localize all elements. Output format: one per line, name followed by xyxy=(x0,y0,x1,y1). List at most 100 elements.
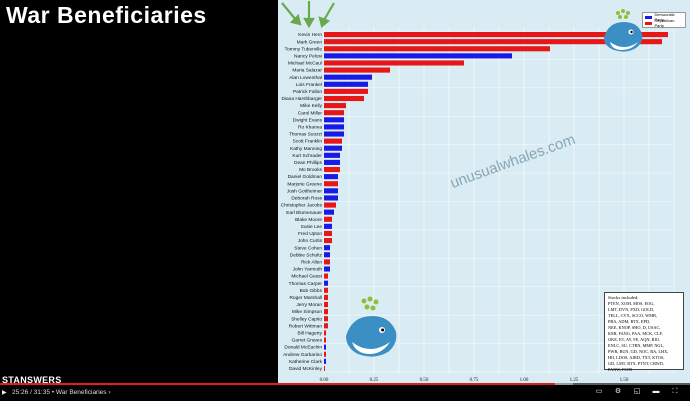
y-tick-label: Maria Salazar xyxy=(292,68,322,74)
settings-icon[interactable]: ⚙ xyxy=(614,388,622,395)
bar xyxy=(324,152,340,158)
bar xyxy=(324,266,330,272)
legend-swatch-republican xyxy=(645,21,653,25)
bar xyxy=(324,216,332,222)
y-tick-label: Garret Graves xyxy=(292,338,323,344)
y-tick-label: Kathy Manning xyxy=(290,146,322,152)
bar xyxy=(324,188,338,194)
y-tick-label: Carol Miller xyxy=(298,110,323,116)
bar xyxy=(324,131,344,137)
y-tick-label: Roger Marshall xyxy=(289,295,322,301)
y-tick-label: Mike Kelly xyxy=(300,103,322,109)
bar xyxy=(324,202,336,208)
bar xyxy=(324,365,325,372)
bar xyxy=(324,309,328,315)
play-icon[interactable]: ▶ xyxy=(2,390,7,396)
whale-logo-top-icon xyxy=(604,9,643,52)
miniplayer-icon[interactable]: ◱ xyxy=(633,388,641,395)
y-tick-label: Earl Blumenauer xyxy=(286,210,322,216)
y-tick-label: Lois Frankel xyxy=(296,82,322,88)
x-tick-label: 0.75 xyxy=(470,378,479,383)
bar xyxy=(324,159,340,165)
bar xyxy=(324,316,328,322)
x-tick-label: 0.00 xyxy=(320,378,329,383)
bar xyxy=(324,67,390,73)
stocks-box-lines: PTEN, XOM, MOS, EOG, LMT, DVN, PXD, GOLD,… xyxy=(608,301,680,373)
time-display[interactable]: 25:26 / 31:35 • War Beneficiaries › xyxy=(12,389,111,396)
bar xyxy=(324,195,338,201)
bar xyxy=(324,273,328,279)
bar xyxy=(324,280,328,286)
y-tick-label: Kurt Schrader xyxy=(292,153,322,159)
y-tick-label: John Curtis xyxy=(298,238,323,244)
stocks-box-line: PWR, BUN, GD, NOC, BA, LHX, xyxy=(608,349,669,354)
bar xyxy=(324,110,344,116)
y-tick-label: Josh Gottheimer xyxy=(287,188,323,194)
y-tick-label: Blake Moore xyxy=(295,217,322,223)
y-tick-label: Alan Lowenthal xyxy=(289,75,322,81)
legend-item-democratic: Democratic Party xyxy=(645,12,683,22)
control-icons: ▭ ⚙ ◱ ▬ ⛶ xyxy=(594,388,680,396)
y-tick-label: Nancy Pelosi xyxy=(294,53,322,59)
captions-icon[interactable]: ▭ xyxy=(595,388,603,395)
y-tick-label: Deborah Ross xyxy=(291,196,322,202)
y-tick-label: Christopher Jacobs xyxy=(281,203,323,209)
y-tick-label: Mo Brooks xyxy=(299,167,323,173)
y-tick-label: Shelley Capito xyxy=(291,316,322,322)
bar xyxy=(324,103,346,109)
stocks-box-line: GD, LMT, RTX, PTNT, CRWD, xyxy=(608,361,665,366)
stocks-box-line: PTEN, XOM, MOS, EOG, xyxy=(608,301,655,306)
bar xyxy=(324,301,328,308)
y-tick-label: Jerry Moran xyxy=(296,302,322,308)
y-tick-label: Dean Phillips xyxy=(294,160,323,166)
y-tick-label: Mark Green xyxy=(297,39,323,45)
bar xyxy=(324,230,332,237)
fullscreen-icon[interactable]: ⛶ xyxy=(672,388,678,395)
bar xyxy=(324,259,330,265)
bar xyxy=(324,351,326,357)
bar xyxy=(324,252,330,258)
legend-item-republican: Republican Party xyxy=(645,18,683,28)
progress-bar[interactable] xyxy=(0,383,690,385)
y-tick-label: Andrew Garbarino xyxy=(283,352,322,358)
y-tick-label: Diana Harshbarger xyxy=(281,96,322,102)
bar xyxy=(324,223,332,229)
y-tick-label: Patrick Fallon xyxy=(293,89,322,95)
y-tick-label: Marjorie Greene xyxy=(287,181,322,187)
bar xyxy=(324,46,550,52)
bar xyxy=(324,337,326,343)
bar xyxy=(324,88,368,94)
bar xyxy=(324,39,662,45)
chart-legend: Democratic Party Republican Party xyxy=(642,12,686,28)
player-controls xyxy=(0,383,690,401)
video-left-area xyxy=(0,0,278,383)
y-tick-label: Dwight Evans xyxy=(293,117,323,123)
bar xyxy=(324,95,364,102)
bar xyxy=(324,53,512,59)
y-tick-label: Steve Cohen xyxy=(294,245,322,251)
stocks-box-line: KMI, FANG, PAA, MCK, CLF, xyxy=(608,331,663,336)
y-tick-label: Kevin Hern xyxy=(298,32,322,38)
y-tick-label: Fred Upton xyxy=(298,231,322,237)
theater-icon[interactable]: ▬ xyxy=(652,388,660,395)
y-tick-label: Michael McCaul xyxy=(288,61,322,67)
y-tick-label: Mike Simpson xyxy=(292,309,322,315)
chart-panel: Kevin Hern Mark Green Tommy Tuberville Nanc… xyxy=(278,0,690,383)
video-title-overlay: War Beneficiaries xyxy=(6,2,207,28)
bar xyxy=(324,138,342,144)
bar xyxy=(324,238,332,244)
stocks-included-box: Stocks included: PTEN, XOM, MOS, EOG, LMT… xyxy=(604,292,684,373)
y-tick-label: Bill Hagerty xyxy=(297,331,322,337)
y-tick-label: Robert Wittman xyxy=(289,323,323,329)
legend-label-democratic: Democratic Party xyxy=(654,12,675,22)
bar xyxy=(324,166,340,173)
bar xyxy=(324,181,338,187)
legend-label-republican: Republican Party xyxy=(654,18,675,28)
y-tick-label: Donald McEachin xyxy=(284,345,322,351)
green-arrows-icon xyxy=(281,1,335,28)
bar xyxy=(324,174,338,180)
bar xyxy=(324,330,326,336)
x-tick-label: 1.25 xyxy=(570,378,579,383)
